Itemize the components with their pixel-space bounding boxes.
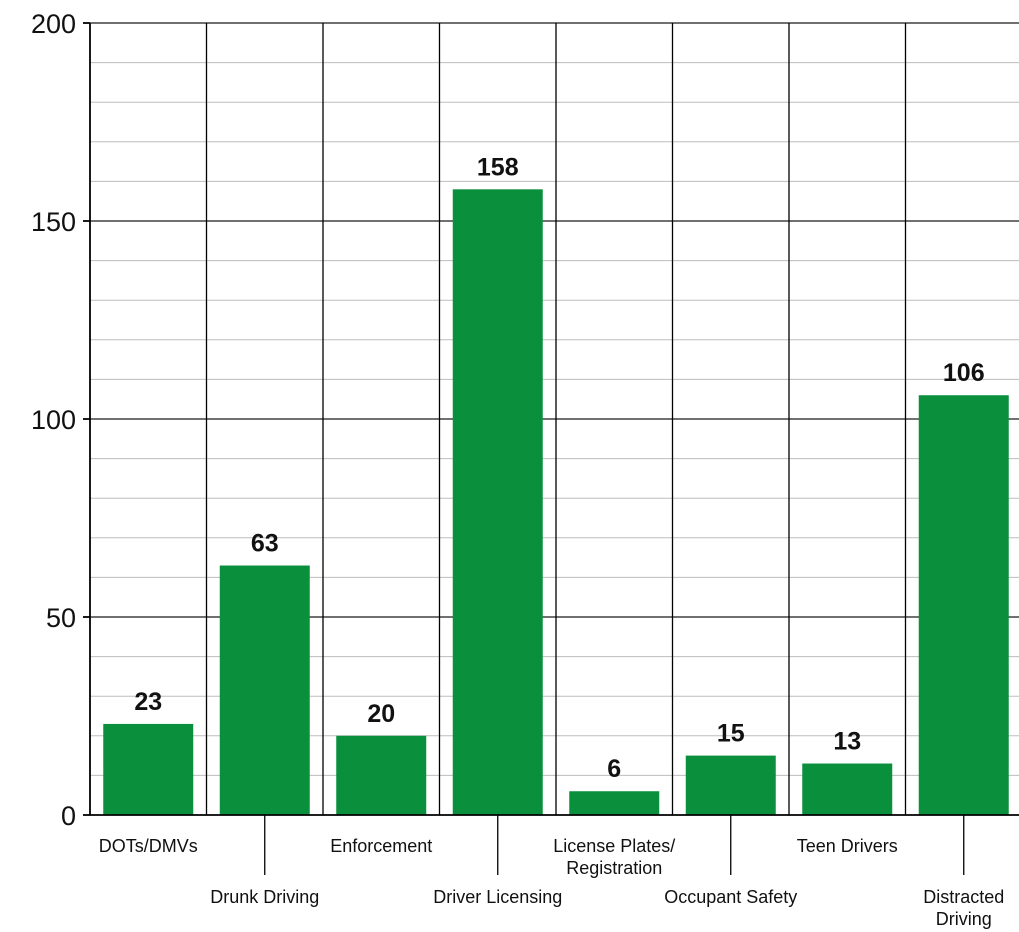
- bar-value-label: 63: [251, 530, 279, 558]
- x-category-label: License Plates/Registration: [553, 836, 675, 878]
- bar-value-label: 158: [477, 153, 519, 181]
- bar-value-label: 106: [943, 359, 985, 387]
- labels: 0 50 100 150 200 23 63 20 158 6 15 13 106 DOTs/DMVs Dr…: [31, 9, 1004, 929]
- bar: [219, 565, 310, 815]
- axes: [83, 22, 1019, 875]
- bar: [802, 763, 893, 815]
- bar-value-label: 15: [717, 720, 745, 748]
- x-category-label: Driver Licensing: [433, 887, 562, 907]
- bar-value-label: 20: [367, 700, 395, 728]
- column-separators: [205, 23, 907, 815]
- bar-value-label: 13: [833, 728, 861, 756]
- bar: [103, 723, 194, 815]
- x-category-label: Enforcement: [330, 836, 432, 856]
- x-category-label: Distracted Driving: [923, 887, 1004, 929]
- y-tick-label: 150: [31, 207, 76, 237]
- y-tick-label: 200: [31, 9, 76, 39]
- x-category-label: DOTs/DMVs: [99, 836, 198, 856]
- bar: [452, 189, 543, 815]
- bar-value-label: 23: [134, 688, 162, 716]
- x-category-label: Drunk Driving: [210, 887, 319, 907]
- y-tick-label: 100: [31, 405, 76, 435]
- y-tick-label: 50: [46, 603, 76, 633]
- bar-value-label: 6: [607, 755, 621, 783]
- x-category-label: Teen Drivers: [797, 836, 898, 856]
- bar: [336, 735, 427, 815]
- x-category-label: Occupant Safety: [664, 887, 797, 907]
- bar: [685, 755, 776, 815]
- y-tick-label: 0: [61, 801, 76, 831]
- bar: [569, 791, 660, 815]
- bar: [918, 395, 1009, 815]
- bars: [103, 189, 1009, 815]
